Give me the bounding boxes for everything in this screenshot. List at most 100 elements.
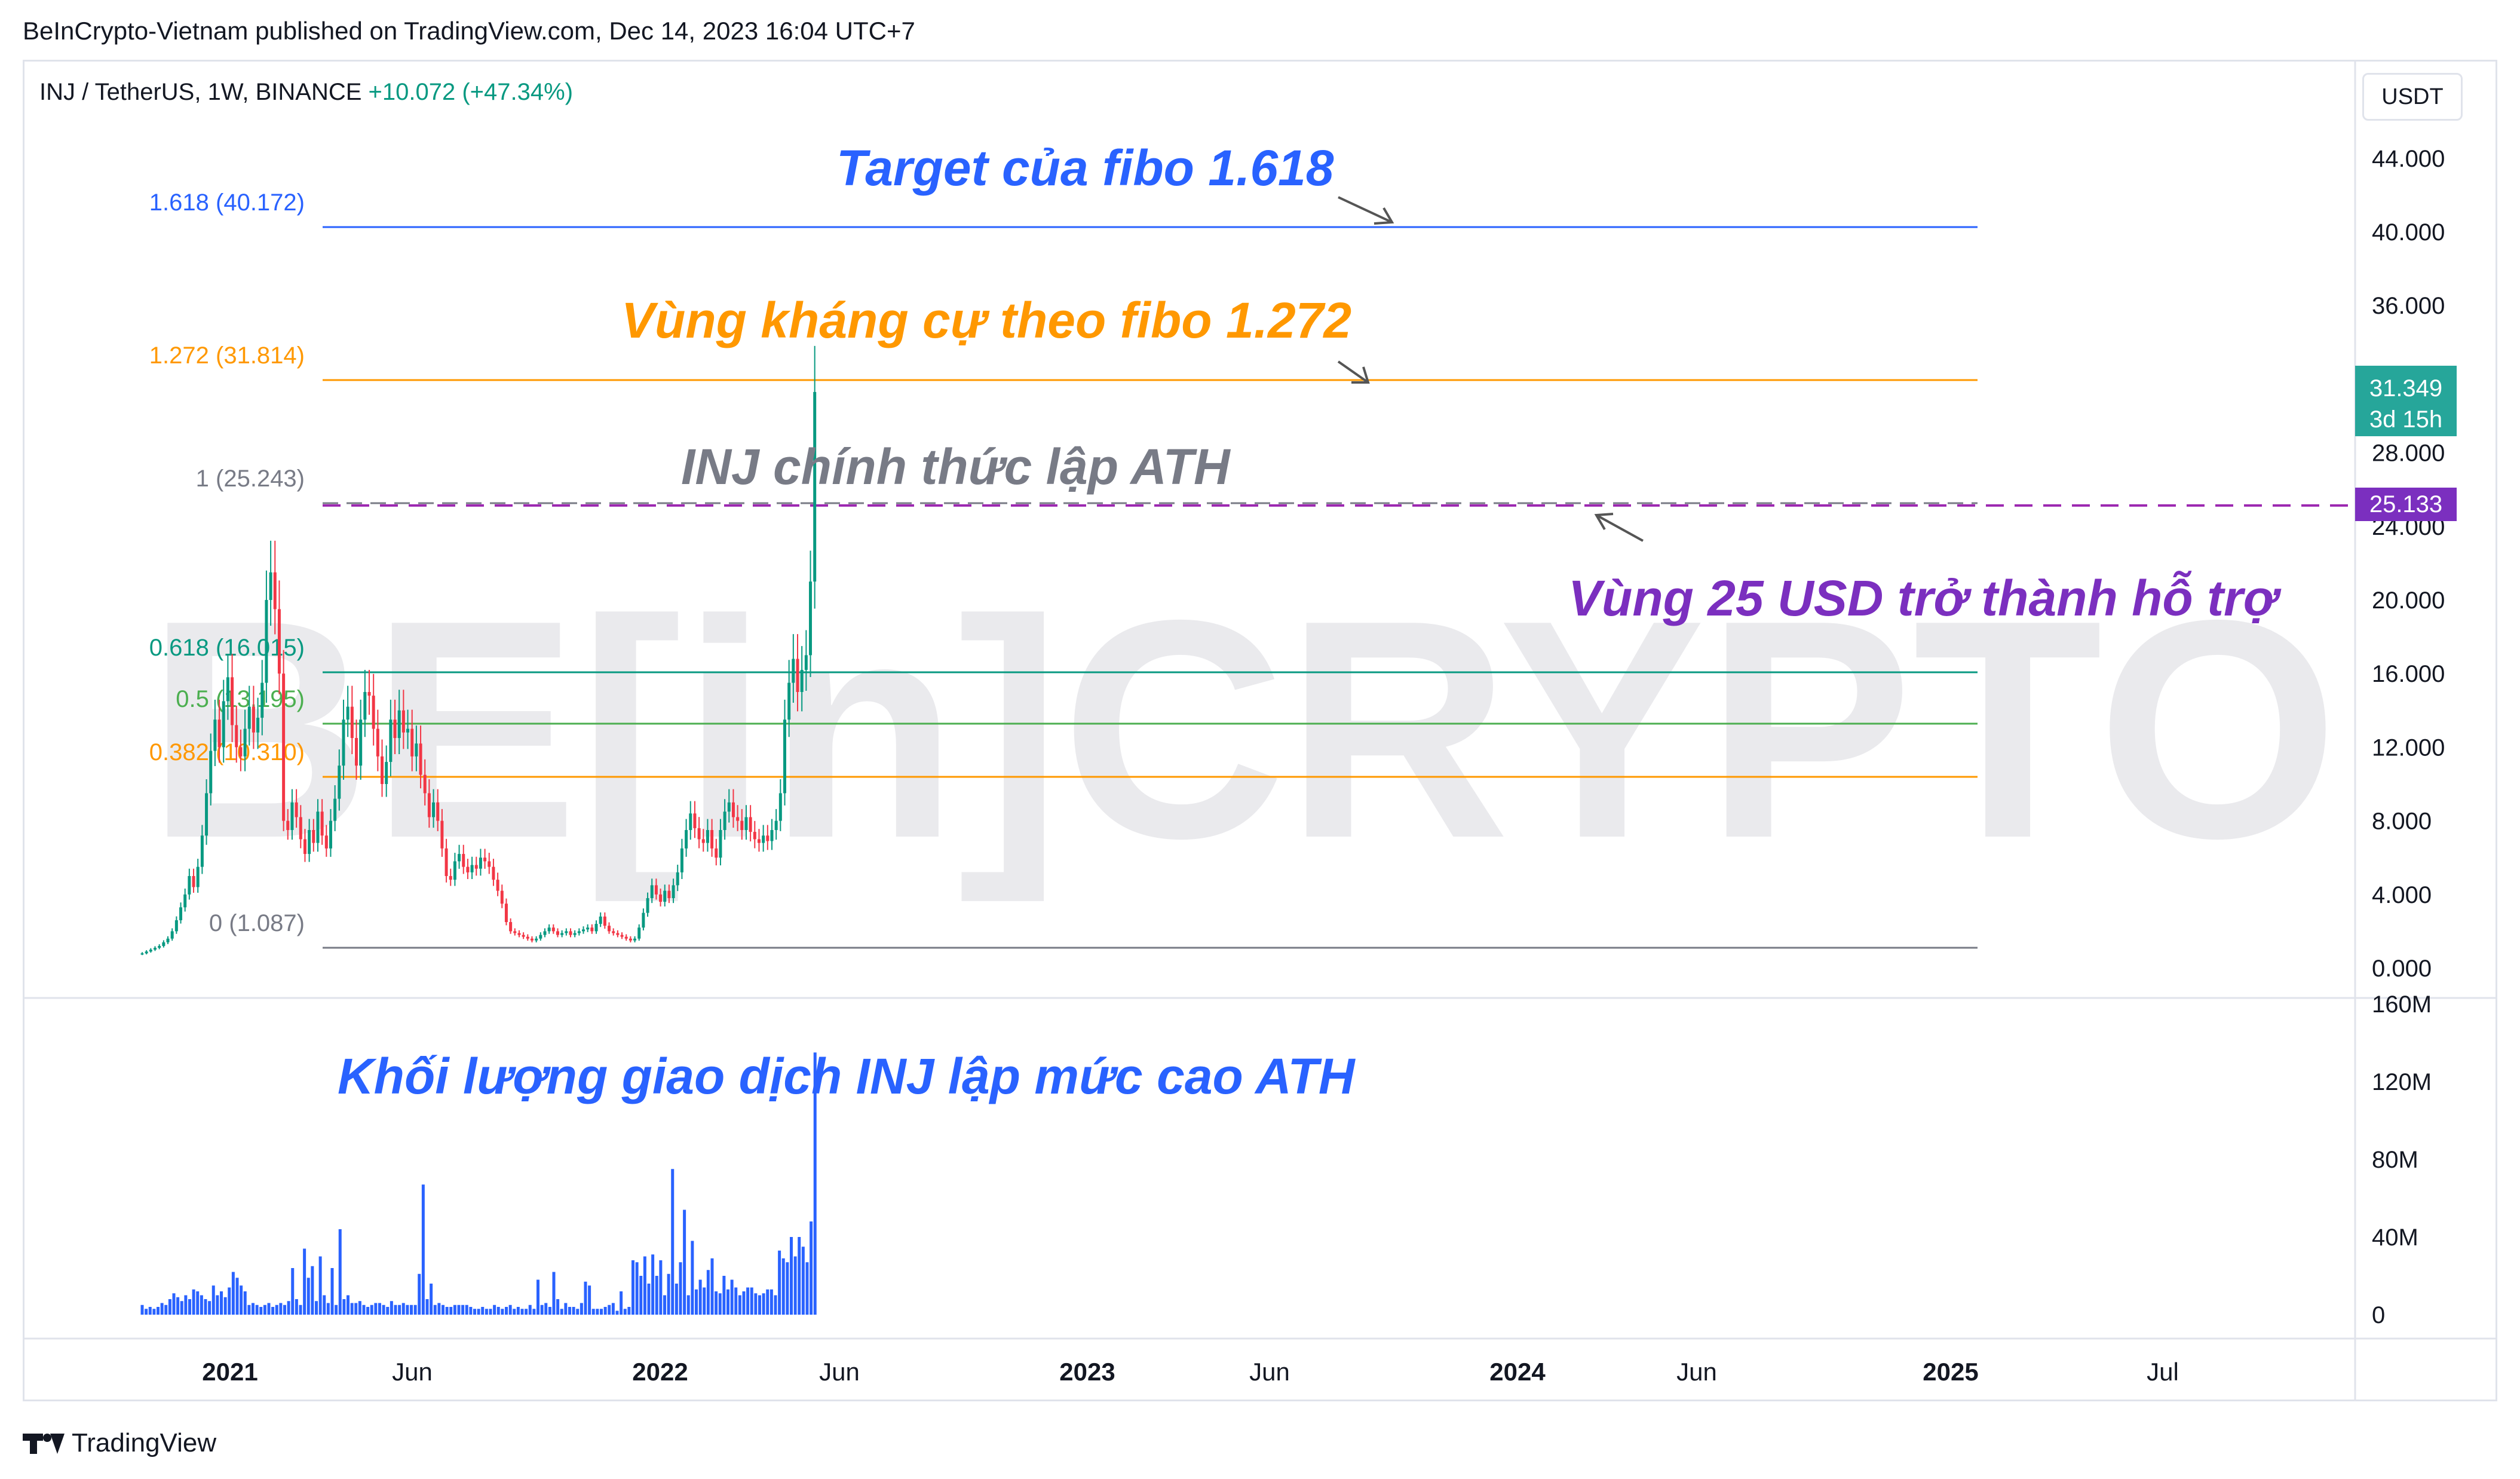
- volume-bar: [279, 1303, 283, 1315]
- candle-body: [697, 828, 701, 840]
- volume-bar: [338, 1229, 342, 1315]
- tradingview-icon: [23, 1431, 65, 1455]
- volume-bar: [778, 1250, 781, 1315]
- tradingview-logo[interactable]: TradingView: [23, 1428, 216, 1458]
- candle-body: [397, 710, 401, 738]
- volume-bar: [766, 1289, 770, 1315]
- price-tick-label: 12.000: [2372, 734, 2445, 761]
- volume-bar: [675, 1284, 678, 1315]
- candle-body: [492, 866, 495, 880]
- volume-bar: [588, 1285, 591, 1315]
- volume-bar: [576, 1309, 580, 1315]
- volume-bar: [326, 1303, 330, 1315]
- volume-bar: [318, 1256, 322, 1315]
- volume-bar: [314, 1301, 318, 1315]
- volume-bar: [762, 1293, 765, 1315]
- volume-bar: [631, 1260, 634, 1315]
- volume-bar: [425, 1299, 429, 1315]
- volume-bar: [493, 1305, 496, 1315]
- candle-body: [509, 922, 513, 932]
- price-tick-label: 0.000: [2372, 956, 2432, 982]
- candle-body: [205, 793, 209, 836]
- volume-tick-label: 160M: [2372, 991, 2432, 1018]
- volume-bar: [667, 1273, 670, 1315]
- volume-bar: [306, 1278, 310, 1315]
- volume-bar: [148, 1307, 152, 1315]
- volume-bar: [564, 1303, 568, 1315]
- candle-body: [324, 835, 328, 849]
- volume-bar: [330, 1268, 334, 1315]
- candle-body: [650, 885, 654, 898]
- candle-body: [393, 719, 397, 738]
- volume-bar: [496, 1307, 500, 1315]
- volume-bar: [200, 1295, 203, 1315]
- volume-bar: [793, 1256, 797, 1315]
- symbol-info[interactable]: INJ / TetherUS, 1W, BINANCE +10.072 (+47…: [39, 79, 573, 106]
- volume-bar: [251, 1303, 255, 1315]
- volume-bar: [686, 1295, 690, 1315]
- currency-unit-button[interactable]: USDT: [2362, 73, 2463, 121]
- time-tick-label: 2025: [1923, 1358, 1978, 1386]
- volume-bar: [647, 1284, 651, 1315]
- volume-bar: [271, 1307, 275, 1315]
- volume-bar: [770, 1289, 773, 1315]
- volume-bar: [192, 1289, 195, 1315]
- candle-body: [530, 938, 534, 941]
- volume-bar: [746, 1287, 750, 1315]
- candle-body: [573, 933, 577, 935]
- candle-body: [308, 830, 311, 855]
- volume-bar: [691, 1241, 694, 1315]
- candle-body: [783, 719, 786, 794]
- candle-body: [778, 793, 782, 821]
- volume-bar: [718, 1293, 722, 1315]
- candle-body: [239, 747, 243, 757]
- volume-bar: [219, 1291, 223, 1315]
- volume-bar: [283, 1305, 286, 1315]
- candle-body: [620, 935, 624, 937]
- volume-bar: [536, 1279, 539, 1315]
- price-axis[interactable]: 44.00040.00036.00032.00028.00024.00020.0…: [2372, 146, 2445, 982]
- volume-bar: [639, 1276, 643, 1315]
- candle-body: [372, 696, 375, 729]
- volume-axis[interactable]: 160M 120M 80M 40M 0: [2372, 991, 2432, 1328]
- candle-body: [299, 817, 302, 840]
- candle-body: [612, 931, 615, 933]
- volume-bar: [750, 1287, 753, 1315]
- candle-body: [685, 830, 688, 849]
- time-tick-label: 2023: [1059, 1358, 1115, 1386]
- volume-bar: [401, 1303, 405, 1315]
- volume-bar: [386, 1307, 390, 1315]
- candle-body: [543, 931, 547, 935]
- candle-body: [235, 725, 238, 748]
- volume-bar: [781, 1258, 785, 1315]
- volume-bar: [655, 1276, 658, 1315]
- candle-body: [458, 854, 461, 862]
- volume-bar: [813, 1052, 817, 1315]
- volume-bar: [362, 1305, 366, 1315]
- volume-bar: [603, 1307, 607, 1315]
- time-axis[interactable]: 2021 Jun 2022 Jun 2023 Jun 2024 Jun 2025 Jul: [202, 1358, 2179, 1386]
- candle-body: [140, 953, 144, 955]
- volume-bar: [659, 1260, 663, 1315]
- candle-body: [689, 813, 692, 830]
- svg-text:31.349: 31.349: [2369, 375, 2442, 402]
- arrow-icon: [1337, 196, 1644, 542]
- volume-bar: [168, 1299, 171, 1315]
- candle-body: [637, 927, 641, 939]
- candle-body: [504, 904, 508, 922]
- volume-bar: [255, 1305, 259, 1315]
- candle-body: [381, 756, 384, 784]
- volume-bar: [172, 1293, 176, 1315]
- volume-bar: [734, 1287, 738, 1315]
- candle-body: [406, 728, 410, 733]
- annotation-target-1618: Target của fibo 1.618: [836, 140, 1334, 196]
- candle-body: [479, 858, 482, 869]
- candle-body: [744, 817, 748, 830]
- volume-bar: [560, 1309, 563, 1315]
- volume-bar: [520, 1309, 524, 1315]
- candle-body: [316, 812, 320, 843]
- volume-bar: [263, 1305, 266, 1315]
- volume-bar: [810, 1221, 813, 1315]
- fibonacci-retracement[interactable]: 1.618 (40.172) 1.272 (31.814) 1 (25.243) 0.…: [149, 189, 2355, 949]
